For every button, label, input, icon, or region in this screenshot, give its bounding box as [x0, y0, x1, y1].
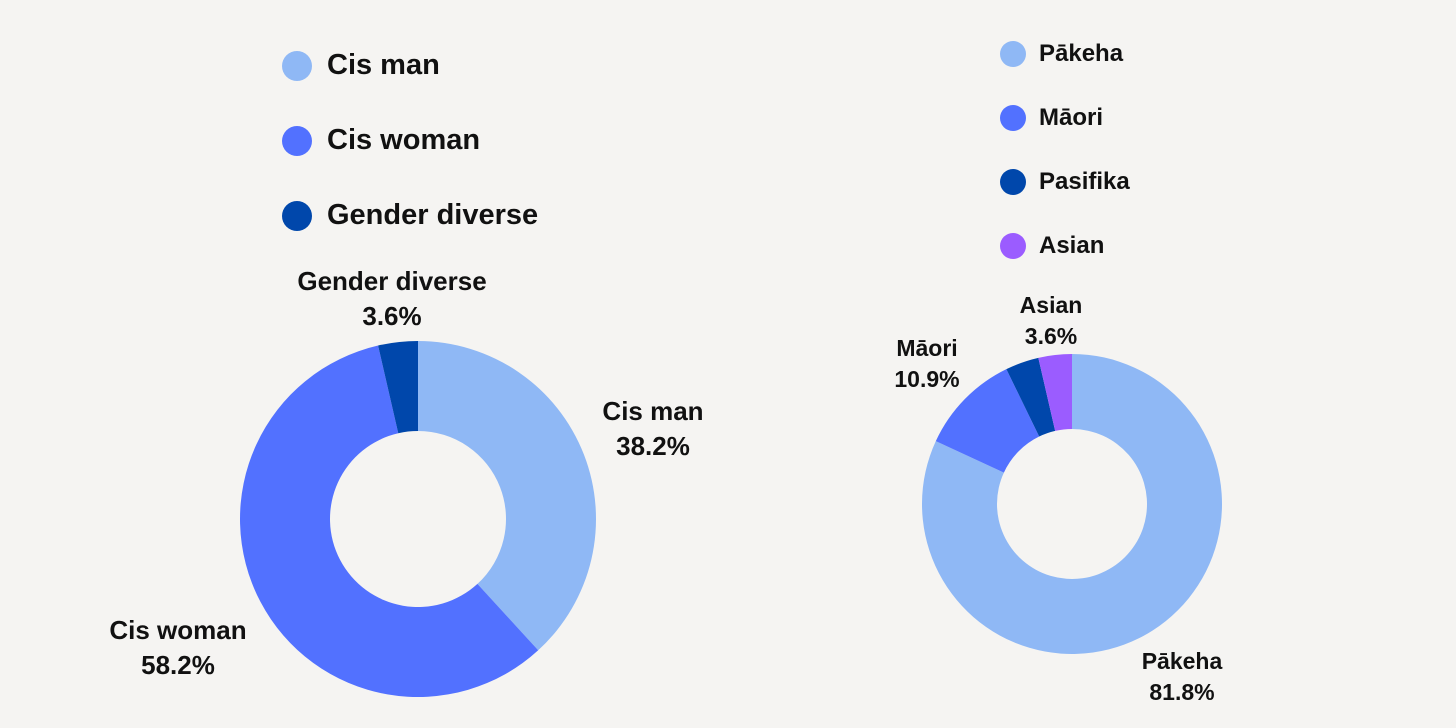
- ethnicity-slice-pakeha: [922, 354, 1222, 654]
- ethnicity-slice-label-name-asian: Asian: [1020, 292, 1083, 318]
- ethnicity-slice-label-value-maori: 10.9%: [894, 366, 959, 392]
- legend-label-asian: Asian: [1039, 232, 1105, 259]
- gender-slice-label-cis-man: Cis man 38.2%: [602, 396, 703, 461]
- gender-slice-gender-diverse: [378, 341, 418, 434]
- gender-slice-label-gender-diverse: Gender diverse 3.6%: [297, 266, 486, 331]
- ethnicity-legend: Pākeha Māori Pasifika Asian: [1000, 38, 1130, 294]
- legend-swatch-cis-woman: [282, 125, 312, 156]
- gender-legend: Cis man Cis woman Gender diverse: [282, 44, 538, 269]
- ethnicity-slice-label-maori: Māori 10.9%: [894, 335, 959, 392]
- legend-item-pakeha: Pākeha: [1000, 38, 1130, 70]
- ethnicity-slice-maori: [935, 369, 1040, 473]
- ethnicity-slice-label-value-asian: 3.6%: [1025, 323, 1077, 349]
- legend-item-asian: Asian: [1000, 230, 1130, 262]
- legend-swatch-pasifika: [1000, 169, 1026, 195]
- legend-item-pasifika: Pasifika: [1000, 166, 1130, 198]
- gender-slice-cis-man: [418, 341, 596, 651]
- gender-slice-label-value-cis-woman: 58.2%: [141, 650, 215, 680]
- legend-item-cis-woman: Cis woman: [282, 119, 538, 162]
- ethnicity-slice-label-name-maori: Māori: [896, 335, 957, 361]
- ethnicity-slice-label-name-pakeha: Pākeha: [1142, 648, 1223, 674]
- ethnicity-slice-label-value-pakeha: 81.8%: [1149, 679, 1214, 705]
- legend-swatch-pakeha: [1000, 41, 1026, 67]
- legend-swatch-gender-diverse: [282, 200, 312, 231]
- legend-label-maori: Māori: [1039, 104, 1104, 131]
- gender-slice-label-name-cis-woman: Cis woman: [109, 615, 246, 645]
- legend-label-cis-man: Cis man: [327, 49, 440, 81]
- legend-label-pakeha: Pākeha: [1039, 40, 1124, 67]
- legend-label-cis-woman: Cis woman: [327, 124, 481, 156]
- gender-slice-label-value-gender-diverse: 3.6%: [362, 301, 421, 331]
- ethnicity-slice-label-pakeha: Pākeha 81.8%: [1142, 648, 1223, 705]
- legend-item-maori: Māori: [1000, 102, 1130, 134]
- gender-slice-label-name-cis-man: Cis man: [602, 396, 703, 426]
- legend-swatch-maori: [1000, 105, 1026, 131]
- ethnicity-slice-asian: [1038, 354, 1072, 431]
- ethnicity-slice-pasifika: [1006, 357, 1056, 437]
- legend-label-gender-diverse: Gender diverse: [327, 199, 539, 231]
- legend-swatch-asian: [1000, 233, 1026, 259]
- gender-slice-label-cis-woman: Cis woman 58.2%: [109, 615, 246, 680]
- gender-slice-label-name-gender-diverse: Gender diverse: [297, 266, 486, 296]
- ethnicity-slice-label-asian: Asian 3.6%: [1020, 292, 1083, 349]
- gender-slice-cis-woman: [239, 345, 539, 697]
- legend-swatch-cis-man: [282, 50, 312, 81]
- gender-slice-label-value-cis-man: 38.2%: [616, 431, 690, 461]
- legend-item-cis-man: Cis man: [282, 44, 538, 87]
- legend-item-gender-diverse: Gender diverse: [282, 194, 538, 237]
- legend-label-pasifika: Pasifika: [1039, 168, 1130, 195]
